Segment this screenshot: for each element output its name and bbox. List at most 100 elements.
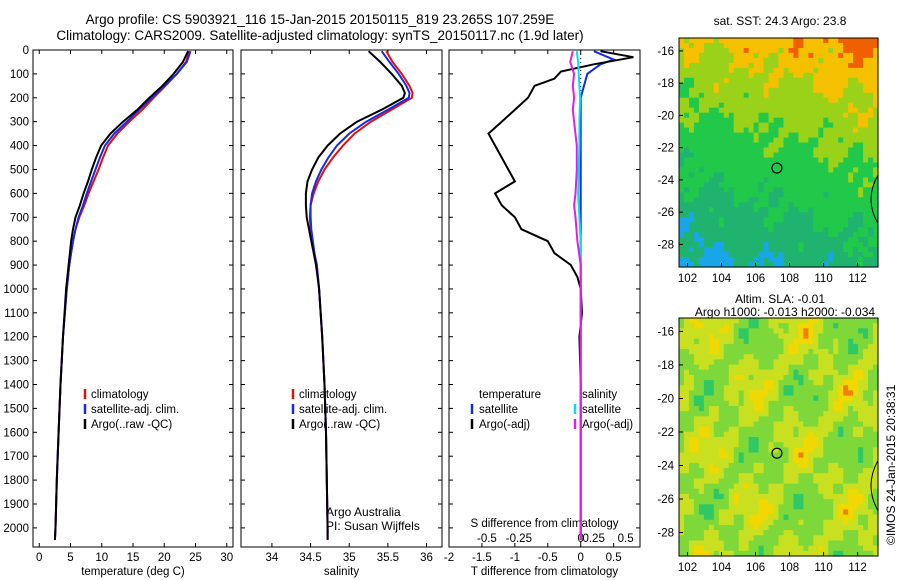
map-cell — [684, 48, 690, 54]
map-cell — [788, 509, 795, 516]
map-cell — [743, 257, 750, 263]
map-cell — [778, 102, 785, 109]
map-cell — [748, 72, 755, 79]
map-cell — [818, 147, 824, 154]
map-cell — [753, 328, 760, 335]
map-cell — [728, 519, 735, 526]
map-cell — [728, 349, 735, 355]
map-cell — [778, 493, 785, 500]
map-cell — [813, 462, 819, 469]
map-cell — [853, 152, 859, 159]
map-cell — [798, 212, 804, 218]
map-cell — [853, 359, 859, 366]
map-cell — [853, 92, 859, 99]
map-cell — [684, 97, 690, 104]
map-cell — [753, 525, 760, 531]
map-cell — [728, 62, 735, 69]
map-cell — [793, 48, 799, 54]
map-cell — [803, 192, 809, 198]
map-cell — [813, 343, 819, 350]
map-cell — [713, 514, 720, 521]
map-cell — [833, 478, 839, 485]
map-cell — [713, 187, 720, 193]
map-cell — [808, 354, 814, 360]
map-cell — [783, 152, 790, 159]
map-cell — [758, 478, 765, 485]
map-cell — [843, 364, 849, 371]
map-cell — [718, 177, 725, 183]
map-cell — [808, 187, 814, 193]
map-cell — [684, 87, 690, 94]
map-cell — [718, 257, 725, 263]
map-cell — [873, 545, 879, 552]
map-cell — [793, 488, 799, 495]
map-cell — [873, 364, 879, 371]
map-cell — [808, 52, 814, 59]
map-cell — [723, 48, 730, 54]
map-cell — [853, 411, 859, 417]
map-cell — [703, 43, 710, 49]
x-tick-label: 0 — [578, 552, 584, 564]
map-cell — [718, 354, 725, 360]
map-cell — [803, 431, 809, 438]
map-cell — [788, 473, 795, 479]
map-cell — [838, 202, 844, 208]
map-cell — [778, 217, 785, 223]
map-cell — [684, 437, 690, 443]
map-cell — [848, 452, 854, 459]
map-cell — [718, 426, 725, 433]
map-cell — [838, 192, 844, 198]
legend-label: Argo(-adj) — [479, 419, 530, 431]
map-cell — [813, 457, 819, 464]
map-cell — [698, 509, 705, 516]
map-cell — [698, 545, 705, 552]
map-cell — [873, 550, 879, 557]
map-cell — [763, 137, 770, 144]
map-cell — [748, 478, 755, 485]
map-cell — [838, 426, 844, 433]
map-cell — [718, 535, 725, 542]
map-cell — [833, 197, 839, 203]
map-cell — [783, 457, 790, 464]
map-cell — [748, 333, 755, 340]
map-cell — [868, 530, 874, 536]
map-cell — [873, 437, 879, 443]
map-cell — [773, 369, 780, 376]
map-cell — [813, 122, 819, 129]
map-cell — [733, 38, 740, 44]
map-cell — [803, 380, 809, 386]
map-cell — [713, 127, 720, 134]
map-cell — [858, 390, 864, 397]
map-cell — [743, 162, 750, 169]
map-cell — [798, 488, 804, 495]
map-cell — [713, 452, 720, 459]
map-cell — [773, 411, 780, 417]
map-cell — [798, 359, 804, 366]
map-cell — [718, 385, 725, 392]
map-cell — [813, 52, 819, 59]
map-cell — [748, 343, 755, 350]
depth-tick-label: 100 — [10, 69, 29, 81]
map-cell — [728, 207, 735, 213]
map-cell — [808, 207, 814, 213]
map-cell — [778, 426, 785, 433]
map-cell — [833, 97, 839, 104]
map-cell — [743, 43, 750, 49]
map-cell — [728, 192, 735, 198]
map-cell — [738, 504, 745, 511]
map-cell — [793, 354, 799, 360]
map-cell — [803, 122, 809, 129]
map-cell — [858, 227, 864, 233]
map-cell — [763, 338, 770, 345]
map-cell — [838, 473, 844, 479]
map-cell — [838, 493, 844, 500]
map-cell — [733, 182, 740, 188]
map-cell — [788, 364, 795, 371]
legend-label: climatology — [299, 389, 357, 401]
map-cell — [793, 550, 799, 557]
map-cell — [803, 452, 809, 459]
map-cell — [703, 147, 710, 154]
map-cell — [848, 132, 854, 139]
map-cell — [679, 43, 685, 49]
map-cell — [718, 242, 725, 248]
